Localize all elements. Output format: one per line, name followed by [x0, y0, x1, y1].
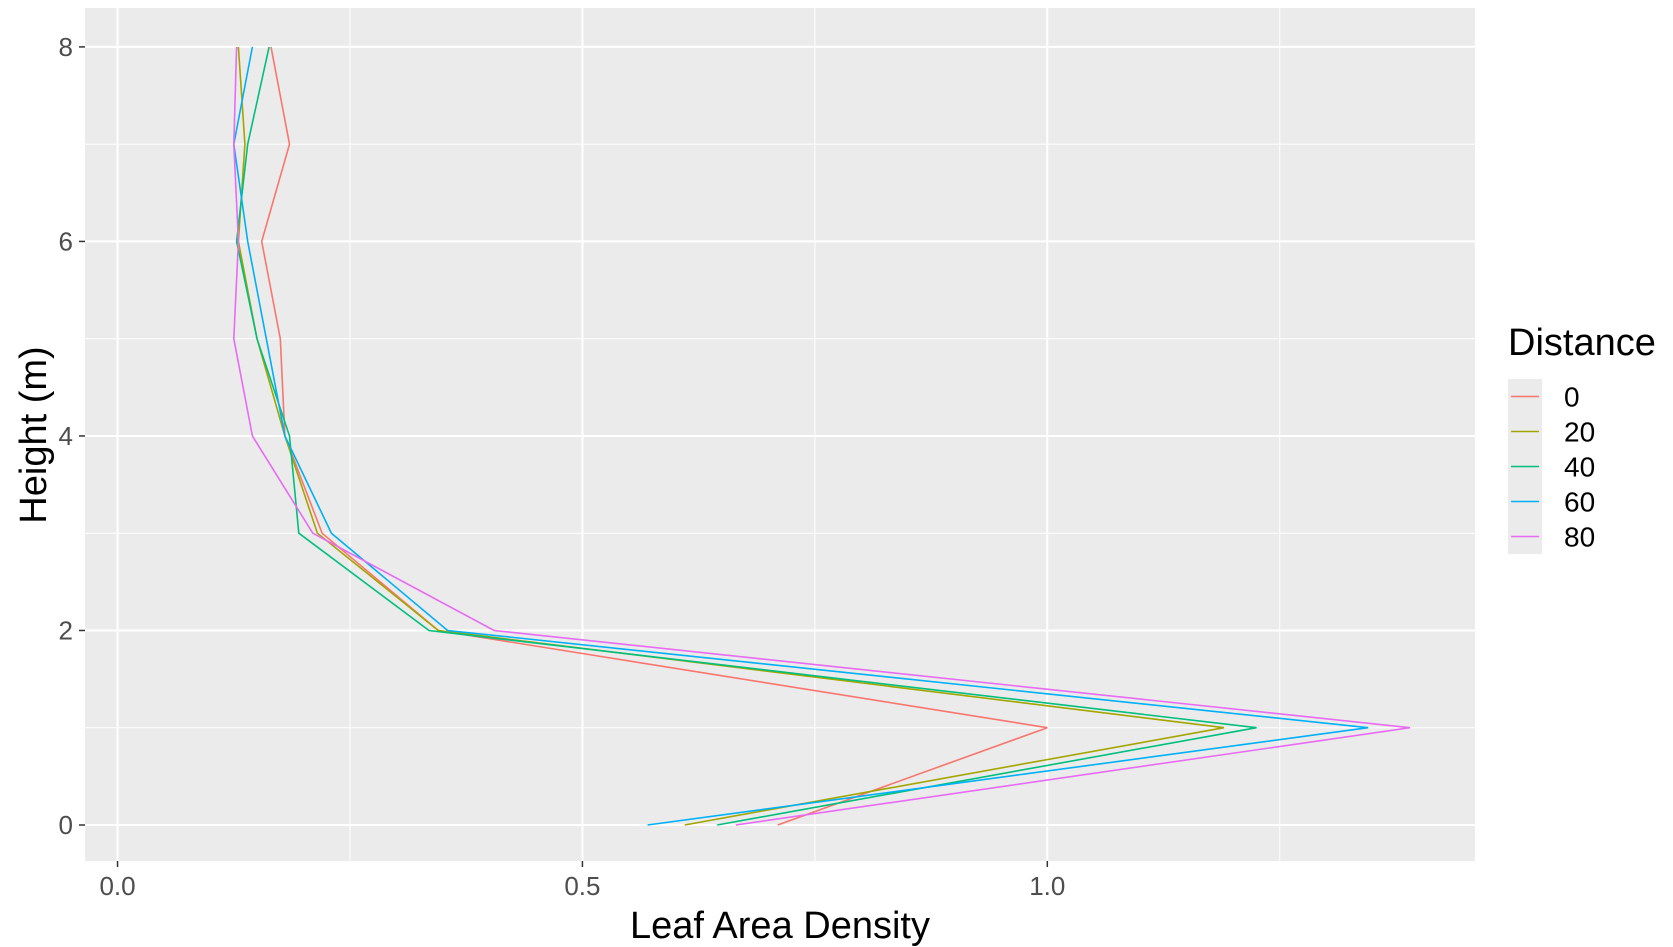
major-gridlines	[85, 8, 1475, 861]
legend-title: Distance	[1508, 322, 1656, 364]
x-tick-label: 0.0	[99, 871, 135, 901]
y-tick-label: 8	[59, 32, 73, 62]
x-axis-ticks: 0.0 0.5 1.0	[99, 861, 1065, 901]
y-axis-ticks: 0 2 4 6 8	[59, 32, 85, 840]
legend-label: 40	[1564, 452, 1595, 483]
legend-item-20: 20	[1508, 414, 1595, 449]
legend-item-40: 40	[1508, 449, 1595, 484]
y-axis-title: Height (m)	[13, 346, 55, 523]
y-tick-label: 4	[59, 421, 73, 451]
legend-item-60: 60	[1508, 484, 1595, 519]
x-axis-title: Leaf Area Density	[630, 905, 930, 947]
series-line-80	[232, 46, 1411, 826]
series-line-40	[235, 46, 1257, 826]
legend-label: 60	[1564, 487, 1595, 518]
x-tick-label: 1.0	[1029, 871, 1065, 901]
y-tick-label: 2	[59, 615, 73, 645]
panel-background	[85, 8, 1475, 861]
series-line-60	[232, 46, 1369, 826]
x-tick-label: 0.5	[564, 871, 600, 901]
y-tick-label: 6	[59, 226, 73, 256]
series-lines	[232, 46, 1411, 826]
legend-label: 0	[1564, 382, 1580, 413]
legend-items: 0 20 40 60 80	[1508, 379, 1595, 554]
legend: Distance 0 20 40 60 80	[1508, 322, 1656, 554]
legend-item-80: 80	[1508, 519, 1595, 554]
legend-label: 80	[1564, 522, 1595, 553]
legend-label: 20	[1564, 417, 1595, 448]
legend-item-0: 0	[1508, 379, 1580, 414]
y-tick-label: 0	[59, 810, 73, 840]
